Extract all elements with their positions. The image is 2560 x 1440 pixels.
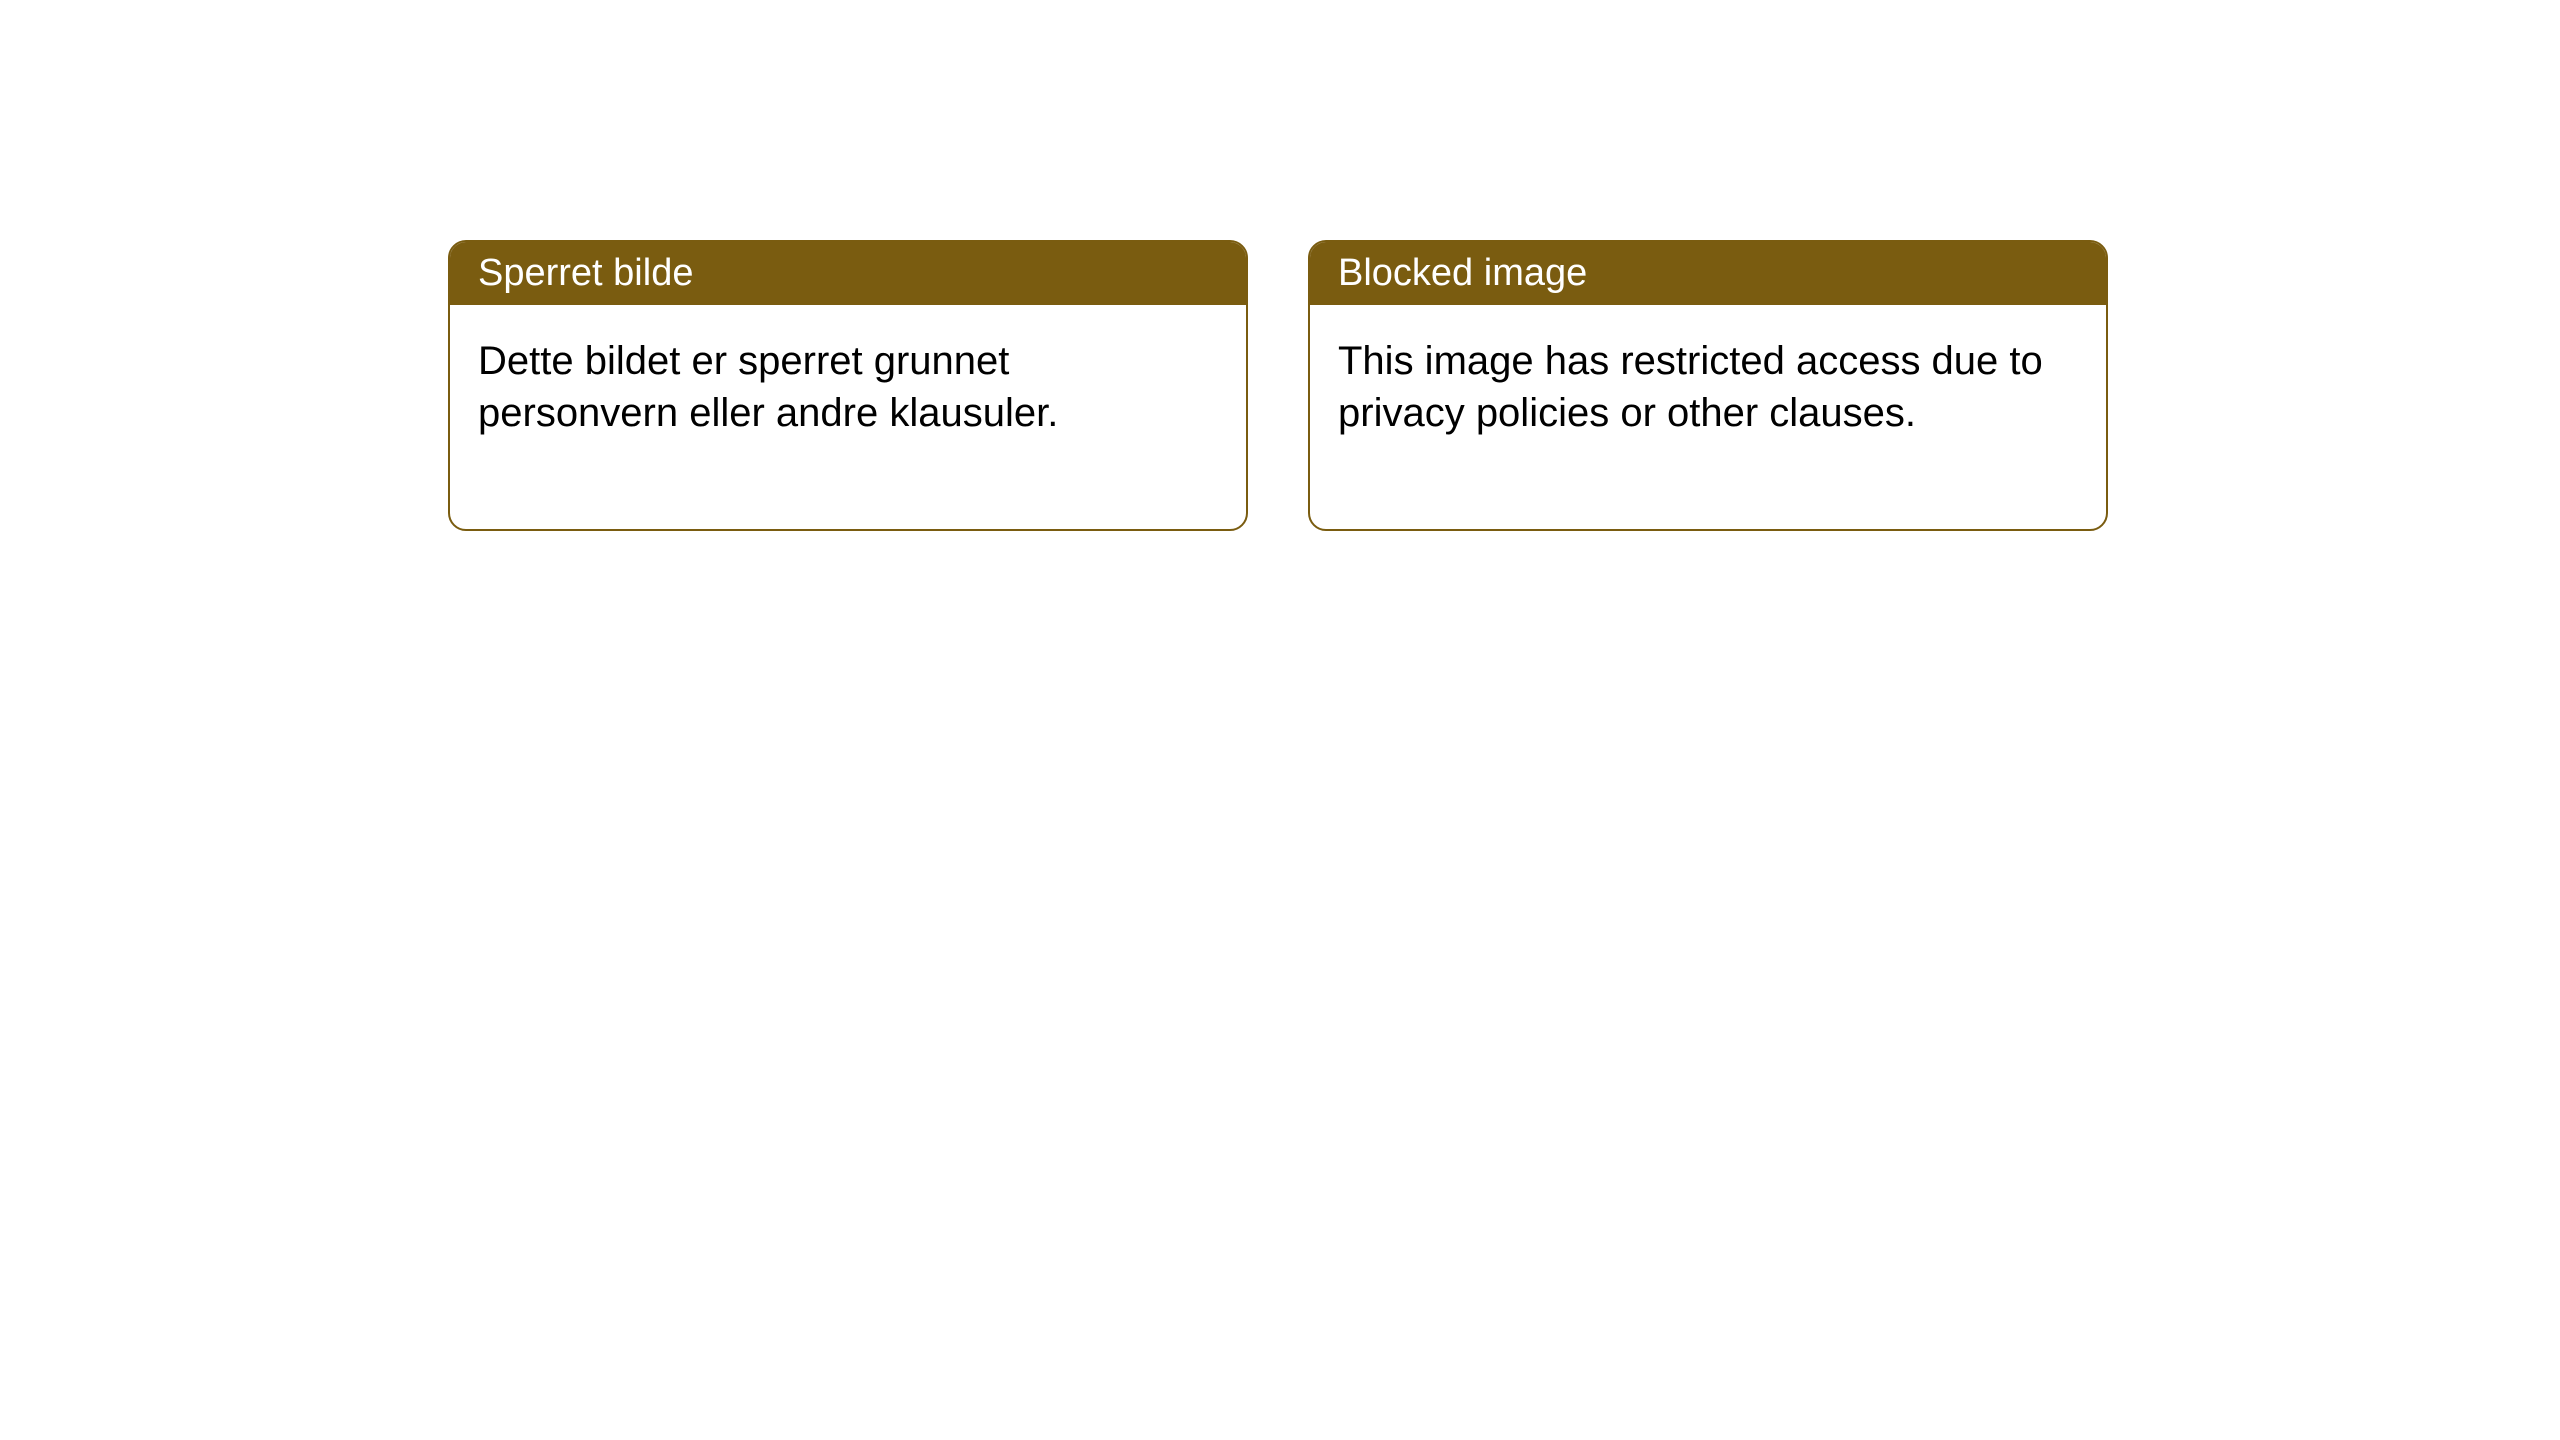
notice-body: Dette bildet er sperret grunnet personve… [450,305,1246,529]
notice-title: Sperret bilde [478,252,693,294]
notice-header: Blocked image [1310,242,2106,305]
notice-header: Sperret bilde [450,242,1246,305]
notice-container: Sperret bilde Dette bildet er sperret gr… [0,0,2560,531]
notice-body-text: Dette bildet er sperret grunnet personve… [478,339,1058,435]
notice-title: Blocked image [1338,252,1587,294]
notice-body-text: This image has restricted access due to … [1338,339,2043,435]
notice-body: This image has restricted access due to … [1310,305,2106,529]
notice-card-english: Blocked image This image has restricted … [1308,240,2108,531]
notice-card-norwegian: Sperret bilde Dette bildet er sperret gr… [448,240,1248,531]
